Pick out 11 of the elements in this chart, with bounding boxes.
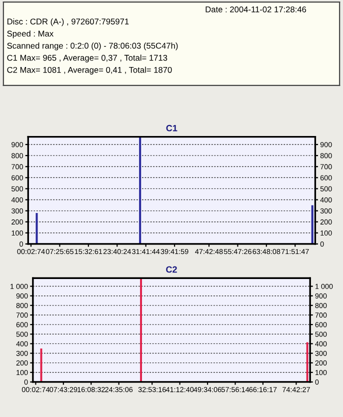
bar [139,137,142,244]
text: C2 Max= 1081 , Average= 0,41 , Total= 1870 [7,66,172,74]
chart-title: C1 [166,124,178,132]
text: Disc : CDR (A-) , 972607:795971 [7,18,129,26]
text: Speed : Max [7,30,54,38]
chart-title: C2 [166,266,177,273]
bar [311,205,314,244]
text: Date : 2004-11-02 17:28:46 [206,6,306,12]
text: C1 Max= 965 , Average= 0,37 , Total= 1713 [7,54,168,62]
text: Scanned range : 0:2:0 (0) - 78:06:03 (55C47h) [7,42,178,50]
bar [36,213,38,244]
